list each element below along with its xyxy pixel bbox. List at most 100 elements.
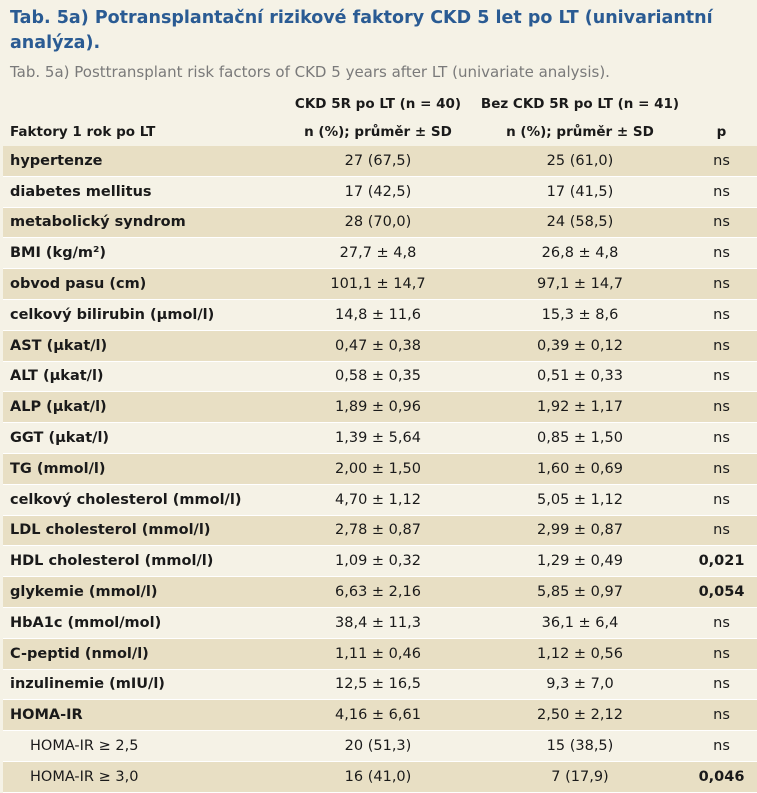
no-ckd-value: 1,60 ± 0,69 <box>474 453 686 485</box>
ckd-value: 4,70 ± 1,12 <box>282 484 474 516</box>
p-value: ns <box>686 484 757 516</box>
no-ckd-value: 25 (61,0) <box>474 146 686 177</box>
ckd-value: 0,58 ± 0,35 <box>282 361 474 393</box>
table-row: celkový cholesterol (mmol/l) 4,70 ± 1,12 5… <box>3 484 757 516</box>
header-no-ckd-stats: n (%); průměr ± SD <box>506 124 654 140</box>
table-row: HDL cholesterol (mmol/l) 1,09 ± 0,32 1,29 … <box>3 545 757 578</box>
ckd-value: 4,16 ± 6,61 <box>282 699 474 732</box>
p-value: 0,054 <box>686 576 757 608</box>
p-value: ns <box>686 607 757 639</box>
p-value: ns <box>686 638 757 670</box>
no-ckd-value: 24 (58,5) <box>474 207 686 239</box>
table-title-czech: Tab. 5a) Potransplantační rizikové fakto… <box>10 8 713 53</box>
p-value: ns <box>686 237 757 270</box>
row-label: HDL cholesterol (mmol/l) <box>3 545 282 578</box>
risk-factors-table: CKD 5R po LT (n = 40) Bez CKD 5R po LT (… <box>3 90 757 793</box>
table-row: obvod pasu (cm) 101,1 ± 14,7 97,1 ± 14,7 ns <box>3 268 757 300</box>
table-row: GGT (μkat/l) 1,39 ± 5,64 0,85 ± 1,50 ns <box>3 422 757 454</box>
table-row: diabetes mellitus 17 (42,5) 17 (41,5) ns <box>3 176 757 208</box>
ckd-value: 1,89 ± 0,96 <box>282 391 474 424</box>
table-row: BMI (kg/m²) 27,7 ± 4,8 26,8 ± 4,8 ns <box>3 237 757 270</box>
ckd-value: 1,39 ± 5,64 <box>282 422 474 454</box>
p-value: ns <box>686 146 757 177</box>
ckd-value: 1,11 ± 0,46 <box>282 638 474 670</box>
p-value: ns <box>686 453 757 485</box>
p-value: ns <box>686 361 757 393</box>
p-value: ns <box>686 330 757 362</box>
no-ckd-value: 17 (41,5) <box>474 176 686 208</box>
table-row: ALP (μkat/l) 1,89 ± 0,96 1,92 ± 1,17 ns <box>3 391 757 424</box>
table-row: AST (μkat/l) 0,47 ± 0,38 0,39 ± 0,12 ns <box>3 330 757 362</box>
header-empty-p <box>686 90 757 118</box>
no-ckd-value: 97,1 ± 14,7 <box>474 268 686 300</box>
ckd-value: 38,4 ± 11,3 <box>282 607 474 639</box>
table-row: C-peptid (nmol/l) 1,11 ± 0,46 1,12 ± 0,56 n… <box>3 638 757 670</box>
p-value: ns <box>686 268 757 300</box>
header-row-top: CKD 5R po LT (n = 40) Bez CKD 5R po LT (… <box>3 90 757 118</box>
p-value: 0,021 <box>686 545 757 578</box>
no-ckd-value: 2,99 ± 0,87 <box>474 515 686 547</box>
no-ckd-value: 15 (38,5) <box>474 730 686 762</box>
row-label: hypertenze <box>3 146 282 177</box>
no-ckd-value: 2,50 ± 2,12 <box>474 699 686 732</box>
header-ckd-group: CKD 5R po LT (n = 40) <box>294 96 462 112</box>
p-value: ns <box>686 207 757 239</box>
ckd-value: 2,00 ± 1,50 <box>282 453 474 485</box>
no-ckd-value: 1,29 ± 0,49 <box>474 545 686 578</box>
no-ckd-value: 5,85 ± 0,97 <box>474 576 686 608</box>
header-p-value: p <box>716 124 727 140</box>
row-label: HOMA-IR ≥ 2,5 <box>3 730 282 762</box>
row-label: C-peptid (nmol/l) <box>3 638 282 670</box>
table-row: HOMA-IR 4,16 ± 6,61 2,50 ± 2,12 ns <box>3 699 757 732</box>
table-row: inzulinemie (mIU/l) 12,5 ± 16,5 9,3 ± 7,0 n… <box>3 669 757 701</box>
ckd-value: 12,5 ± 16,5 <box>282 669 474 701</box>
table-row: LDL cholesterol (mmol/l) 2,78 ± 0,87 2,99 … <box>3 515 757 547</box>
no-ckd-value: 1,12 ± 0,56 <box>474 638 686 670</box>
row-label: HbA1c (mmol/mol) <box>3 607 282 639</box>
table-row: celkový bilirubin (μmol/l) 14,8 ± 11,6 15,… <box>3 299 757 331</box>
no-ckd-value: 26,8 ± 4,8 <box>474 237 686 270</box>
row-label: metabolický syndrom <box>3 207 282 239</box>
no-ckd-value: 1,92 ± 1,17 <box>474 391 686 424</box>
p-value: ns <box>686 422 757 454</box>
no-ckd-value: 0,85 ± 1,50 <box>474 422 686 454</box>
table-row: HOMA-IR ≥ 3,0 16 (41,0) 7 (17,9) 0,046 <box>3 761 757 793</box>
header-ckd-stats: n (%); průměr ± SD <box>304 124 452 140</box>
ckd-value: 6,63 ± 2,16 <box>282 576 474 608</box>
p-value: ns <box>686 176 757 208</box>
no-ckd-value: 0,51 ± 0,33 <box>474 361 686 393</box>
ckd-value: 17 (42,5) <box>282 176 474 208</box>
no-ckd-value: 15,3 ± 8,6 <box>474 299 686 331</box>
table-row: HbA1c (mmol/mol) 38,4 ± 11,3 36,1 ± 6,4 ns <box>3 607 757 639</box>
p-value: ns <box>686 669 757 701</box>
table-row: TG (mmol/l) 2,00 ± 1,50 1,60 ± 0,69 ns <box>3 453 757 485</box>
ckd-value: 27 (67,5) <box>282 146 474 177</box>
row-label: HOMA-IR <box>3 699 282 732</box>
ckd-value: 16 (41,0) <box>282 761 474 793</box>
ckd-value: 14,8 ± 11,6 <box>282 299 474 331</box>
ckd-value: 20 (51,3) <box>282 730 474 762</box>
row-label: HOMA-IR ≥ 3,0 <box>3 761 282 793</box>
header-row-bottom: Faktory 1 rok po LT n (%); průměr ± SD n… <box>3 118 757 146</box>
header-factors: Faktory 1 rok po LT <box>10 124 156 140</box>
row-label: diabetes mellitus <box>3 176 282 208</box>
table-title-english: Tab. 5a) Posttransplant risk factors of … <box>10 63 610 81</box>
no-ckd-value: 0,39 ± 0,12 <box>474 330 686 362</box>
row-label: BMI (kg/m²) <box>3 237 282 270</box>
no-ckd-value: 9,3 ± 7,0 <box>474 669 686 701</box>
ckd-value: 101,1 ± 14,7 <box>282 268 474 300</box>
table-row: metabolický syndrom 28 (70,0) 24 (58,5) ns <box>3 207 757 239</box>
p-value: ns <box>686 515 757 547</box>
row-label: glykemie (mmol/l) <box>3 576 282 608</box>
row-label: TG (mmol/l) <box>3 453 282 485</box>
header-empty <box>3 90 282 118</box>
row-label: ALP (μkat/l) <box>3 391 282 424</box>
p-value: 0,046 <box>686 761 757 793</box>
no-ckd-value: 7 (17,9) <box>474 761 686 793</box>
no-ckd-value: 36,1 ± 6,4 <box>474 607 686 639</box>
p-value: ns <box>686 391 757 424</box>
row-label: celkový bilirubin (μmol/l) <box>3 299 282 331</box>
ckd-value: 27,7 ± 4,8 <box>282 237 474 270</box>
header-no-ckd-group: Bez CKD 5R po LT (n = 41) <box>480 96 680 112</box>
table-row: hypertenze 27 (67,5) 25 (61,0) ns <box>3 146 757 177</box>
